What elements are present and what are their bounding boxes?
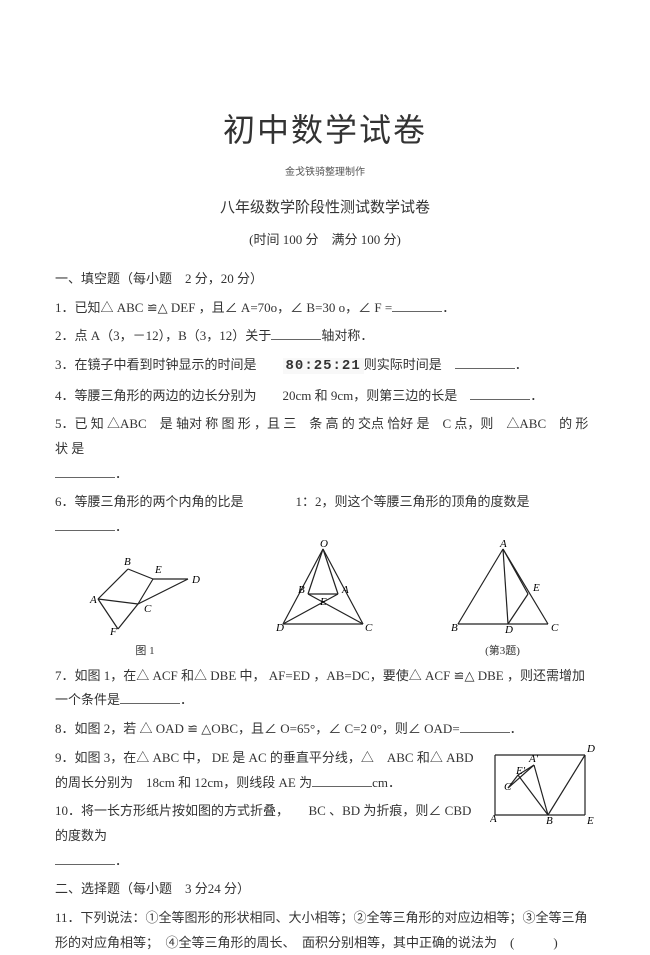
- q9a: 9．如图 3，在△ ABC 中， DE 是 AC 的垂直平分线，△ ABC 和△…: [55, 750, 474, 790]
- svg-text:A: A: [490, 813, 497, 825]
- question-4: 4．等腰三角形的两边的边长分别为 20cm 和 9cm，则第三边的长是 ．: [55, 384, 595, 409]
- q8a: 8．如图 2，若 △ OAD ≌ △OBC，且∠ O=65°，∠ C=2 0°，…: [55, 721, 460, 736]
- svg-text:E: E: [154, 564, 162, 576]
- q10a: 10．将一长方形纸片按如图的方式折叠， BC 、BD 为折痕，则∠ CBD 的度…: [55, 803, 471, 843]
- svg-text:D: D: [191, 574, 200, 586]
- fig3-label: (第3题): [485, 641, 520, 662]
- svg-text:C: C: [551, 622, 559, 634]
- svg-text:A: A: [89, 594, 97, 606]
- q3c: ．: [515, 357, 528, 372]
- svg-text:B: B: [124, 556, 131, 568]
- question-2: 2．点 A（3，－12），B（3，12）关于 轴对称．: [55, 324, 595, 349]
- blank: [392, 298, 442, 312]
- q2-text: 2．点 A（3，－12），B（3，12）关于: [55, 328, 271, 343]
- page-title: 初中数学试卷: [55, 100, 595, 161]
- svg-text:D: D: [275, 622, 284, 634]
- figure-2: O D C B A E: [268, 539, 378, 662]
- q1-text: 1．已知△ ABC ≌△ DEF ，且∠ A=70o，∠ B=30 o，∠ F …: [55, 300, 392, 315]
- blank: [55, 464, 115, 478]
- blank: [470, 386, 530, 400]
- svg-text:C: C: [144, 603, 152, 615]
- question-6: 6．等腰三角形的两个内角的比是 1：2，则这个等腰三角形的顶角的度数是 ．: [55, 490, 595, 539]
- svg-text:D: D: [504, 624, 513, 636]
- q5a: 5．已 知 △ABC 是 轴对 称 图 形 ，且 三 条 高 的 交点 恰好 是…: [55, 416, 588, 456]
- question-7: 7．如图 1，在△ ACF 和△ DBE 中， AF=ED ，AB=DC，要使△…: [55, 664, 595, 713]
- q2-end: 轴对称．: [321, 328, 373, 343]
- svg-text:C: C: [365, 622, 373, 634]
- fig2-label: [317, 641, 328, 662]
- subtitle: 八年级数学阶段性测试数学试卷: [55, 194, 595, 223]
- q11a: 11．下列说法：①全等图形的形状相同、大小相等；②全等三角形的对应边相等；③全等…: [55, 910, 588, 950]
- q8b: ．: [510, 721, 523, 736]
- svg-text:E: E: [532, 582, 540, 594]
- digital-clock: 80:25:21: [283, 358, 364, 374]
- svg-text:E: E: [586, 815, 594, 827]
- figure-4: A B E D A' CE': [490, 740, 595, 839]
- question-5: 5．已 知 △ABC 是 轴对 称 图 形 ，且 三 条 高 的 交点 恰好 是…: [55, 412, 595, 486]
- figure-1: A B E C D F 图 1: [88, 539, 203, 662]
- q1-end: ．: [442, 300, 455, 315]
- fig1-label: 图 1: [135, 641, 154, 662]
- svg-text:O: O: [320, 539, 328, 550]
- svg-text:C: C: [504, 781, 512, 793]
- timing-line: (时间 100 分 满分 100 分): [55, 228, 595, 253]
- section-1-header: 一、填空题（每小题 2 分，20 分）: [55, 267, 595, 292]
- blank: [55, 851, 115, 865]
- svg-text:A: A: [499, 539, 507, 550]
- figure-row: ABECDF图 1 ODCBAE ABDCE(第3题): [55, 546, 595, 656]
- svg-text:B: B: [546, 815, 553, 827]
- q3a: 3．在镜子中看到时钟显示的时间是: [55, 357, 283, 372]
- svg-text:E: E: [319, 596, 327, 608]
- figure-3: A B D C E (第3题): [443, 539, 563, 662]
- q7b: ．: [180, 692, 193, 707]
- section-2-header: 二、选择题（每小题 3 分24 分）: [55, 877, 595, 902]
- q4b: ．: [530, 388, 543, 403]
- question-1: 1．已知△ ABC ≌△ DEF ，且∠ A=70o，∠ B=30 o，∠ F …: [55, 296, 595, 321]
- q3b: 则实际时间是: [364, 357, 455, 372]
- svg-text:F: F: [109, 626, 117, 638]
- q9b: cm．: [372, 775, 401, 790]
- blank: [55, 517, 115, 531]
- credit-line: 金戈铁骑整理制作: [55, 163, 595, 182]
- svg-text:B: B: [451, 622, 458, 634]
- blank: [271, 326, 321, 340]
- svg-text:E': E': [515, 765, 526, 777]
- blank: [120, 690, 180, 704]
- question-3: 3．在镜子中看到时钟显示的时间是 80:25:21则实际时间是 ．: [55, 353, 595, 380]
- q6a: 6．等腰三角形的两个内角的比是 1：2，则这个等腰三角形的顶角的度数是: [55, 494, 530, 509]
- q4a: 4．等腰三角形的两边的边长分别为 20cm 和 9cm，则第三边的长是: [55, 388, 470, 403]
- blank: [460, 719, 510, 733]
- svg-text:A': A': [528, 753, 539, 765]
- q6b: ．: [115, 519, 128, 534]
- blank: [312, 773, 372, 787]
- q5b: ．: [115, 466, 128, 481]
- question-8: 8．如图 2，若 △ OAD ≌ △OBC，且∠ O=65°，∠ C=2 0°，…: [55, 717, 595, 742]
- svg-text:D: D: [586, 743, 595, 755]
- question-11: 11．下列说法：①全等图形的形状相同、大小相等；②全等三角形的对应边相等；③全等…: [55, 906, 595, 955]
- svg-text:A: A: [341, 584, 349, 596]
- svg-text:B: B: [298, 584, 305, 596]
- q10b: ．: [115, 853, 128, 868]
- blank: [455, 355, 515, 369]
